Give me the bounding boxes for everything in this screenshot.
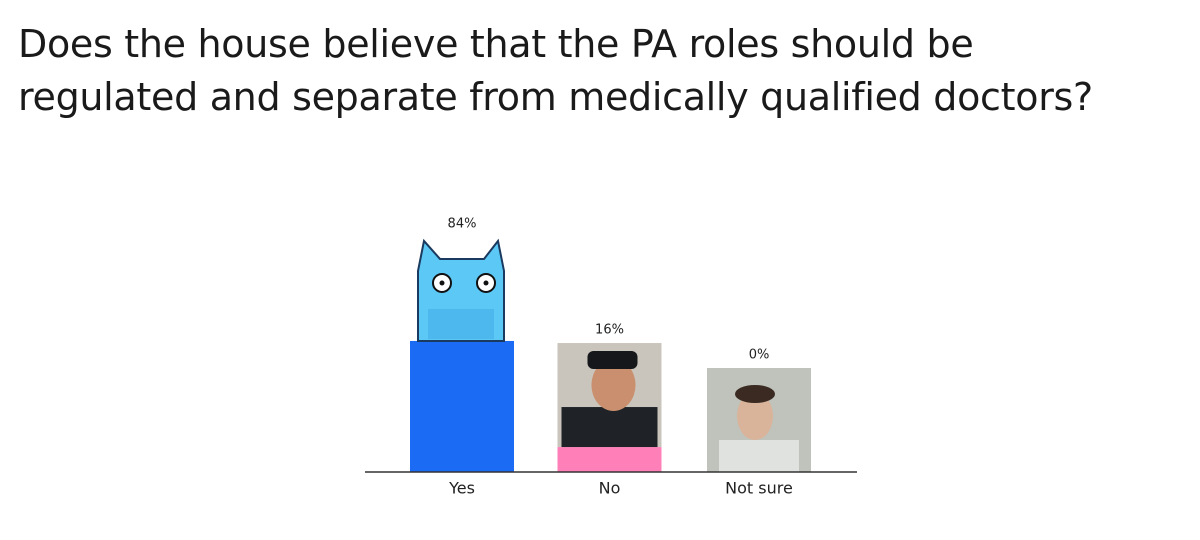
category-label: No — [599, 479, 621, 498]
gif-shirt — [719, 440, 799, 472]
gif-pupil — [483, 280, 489, 286]
poll-question: Does the house believe that the PA roles… — [18, 22, 1093, 119]
bar — [557, 447, 662, 472]
category-label: Yes — [448, 479, 475, 498]
reaction-gif — [417, 238, 505, 342]
bar — [410, 340, 514, 472]
value-label: 16% — [595, 323, 624, 338]
category-label: Not sure — [725, 479, 793, 498]
gif-body — [561, 407, 658, 448]
gif-pupil — [439, 280, 445, 286]
gif-cap — [587, 351, 638, 370]
gif-face — [737, 392, 773, 440]
value-label: 0% — [749, 348, 770, 363]
gif-sign — [428, 308, 494, 339]
gif-face — [591, 359, 636, 412]
reaction-gif — [557, 343, 662, 448]
reaction-gif — [707, 368, 811, 472]
gif-hair — [735, 385, 775, 403]
value-label: 84% — [448, 216, 477, 231]
